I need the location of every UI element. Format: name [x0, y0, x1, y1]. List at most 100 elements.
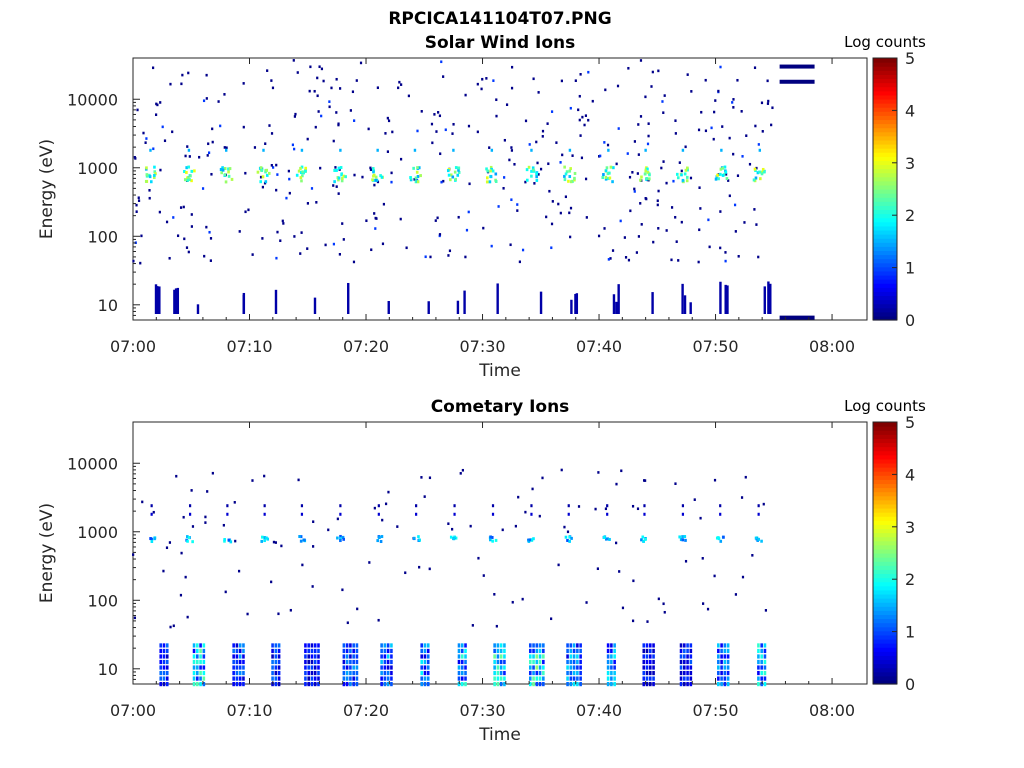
noise-cell [714, 99, 717, 102]
low-energy-burst-cell [569, 665, 573, 670]
solar-wind-peak-cell [608, 171, 611, 175]
low-energy-burst-cell [274, 670, 278, 676]
noise-cell [469, 524, 472, 528]
peak-band-cell [604, 537, 608, 541]
colorbar-segment [873, 643, 897, 648]
low-energy-burst-cell [192, 676, 196, 681]
low-energy-burst [724, 284, 727, 314]
colorbar-segment [873, 667, 897, 673]
noise-cell [225, 146, 228, 150]
colorbar-segment [873, 507, 897, 513]
noise-cell [524, 510, 527, 514]
noise-cell [591, 99, 594, 103]
colorbar-segment [873, 262, 897, 268]
noise-cell [135, 210, 138, 213]
solar-wind-peak-cell [261, 175, 265, 179]
solar-wind-peak-cell [563, 165, 566, 169]
noise-cell [207, 151, 211, 155]
low-energy-burst-cell [496, 665, 500, 670]
noise-cell [266, 69, 269, 72]
low-energy-burst-cell [723, 643, 727, 648]
noise-cell [631, 619, 635, 623]
x-tick-label: 07:00 [110, 337, 156, 356]
colorbar-label: Log counts [844, 397, 926, 415]
noise-cell [629, 209, 632, 213]
solar-wind-peak-cell [681, 148, 685, 152]
noise-cell [275, 163, 278, 167]
low-energy-burst-cell [723, 654, 727, 659]
low-energy-burst-cell [355, 643, 359, 648]
noise-cell [521, 597, 524, 601]
solar-wind-peak-cell [227, 174, 231, 178]
peak-band-cell [489, 538, 492, 542]
colorbar-segment [873, 520, 897, 525]
noise-cell [346, 621, 349, 625]
noise-cell [369, 168, 373, 171]
peak-band-cell [606, 504, 609, 508]
colorbar-segment [873, 217, 897, 223]
solar-wind-peak-cell [605, 166, 609, 170]
peak-band-cell [719, 512, 722, 516]
low-energy-burst-cell [572, 654, 576, 659]
noise-cell [399, 217, 402, 221]
noise-cell [291, 143, 295, 147]
low-energy-burst-cell [345, 676, 349, 681]
noise-cell [306, 202, 310, 205]
low-energy-burst-cell [686, 643, 689, 648]
noise-cell [476, 130, 479, 134]
noise-cell [690, 90, 693, 93]
solar-wind-peak-cell [724, 170, 728, 174]
noise-cell [713, 478, 717, 482]
colorbar-segment [873, 614, 897, 620]
noise-cell [753, 66, 757, 70]
low-energy-burst-cell [493, 665, 496, 670]
low-energy-burst-cell [689, 654, 693, 659]
low-energy-burst-cell [196, 643, 199, 648]
low-energy-burst-cell [538, 665, 542, 670]
noise-cell [134, 157, 137, 160]
low-energy-burst-cell [313, 648, 317, 654]
peak-band-cell [418, 538, 421, 542]
low-energy-burst-cell [610, 676, 613, 681]
low-energy-burst-cell [723, 670, 727, 676]
solar-wind-peak-cell [145, 166, 148, 170]
low-energy-burst-cell [274, 654, 278, 659]
peak-band-cell [415, 504, 418, 508]
colorbar-segment [873, 58, 897, 63]
low-energy-burst-cell [726, 643, 730, 648]
low-energy-burst-cell [757, 654, 760, 659]
noise-cell [627, 258, 631, 262]
noise-cell [657, 189, 660, 193]
low-energy-burst-cell [380, 676, 383, 681]
low-energy-burst-cell [196, 676, 199, 681]
low-energy-burst-cell [686, 670, 689, 676]
low-energy-burst-cell [271, 648, 274, 654]
low-energy-burst-cell [535, 654, 539, 659]
low-energy-burst-cell [572, 670, 576, 676]
colorbar-segment [873, 311, 897, 317]
low-energy-burst-cell [606, 682, 610, 687]
noise-cell [713, 110, 716, 114]
low-energy-burst-cell [304, 670, 307, 676]
noise-cell [204, 515, 207, 519]
noise-cell [528, 143, 531, 146]
low-energy-burst-cell [242, 676, 245, 681]
low-energy-burst-cell [317, 659, 320, 665]
colorbar-segment [873, 630, 897, 636]
noise-cell [159, 168, 162, 172]
solar-wind-peak-cell [758, 170, 761, 174]
low-energy-burst-cell [679, 648, 683, 654]
colorbar-segment [873, 675, 897, 681]
colorbar-segment [873, 454, 897, 460]
low-energy-burst-cell [380, 665, 383, 670]
solar-wind-peak-cell [684, 168, 688, 172]
solar-wind-peak-cell [569, 167, 572, 171]
noise-cell [620, 469, 623, 473]
low-energy-burst-cell [689, 659, 693, 665]
solar-wind-peak-cell [447, 173, 451, 177]
noise-cell [137, 196, 140, 200]
solar-wind-peak-cell [680, 173, 683, 177]
solar-wind-peak-cell [190, 169, 194, 173]
